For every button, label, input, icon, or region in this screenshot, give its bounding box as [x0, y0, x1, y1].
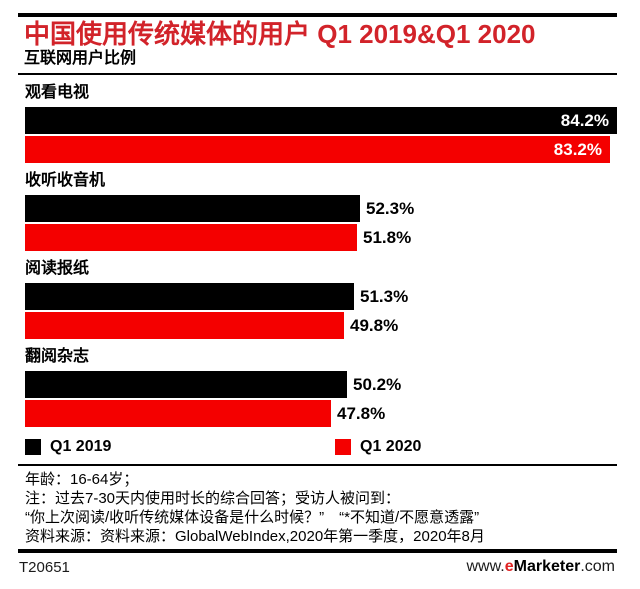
bar-row: 51.3%	[25, 283, 617, 310]
value-label: 84.2%	[560, 111, 609, 130]
bar-group: 收听收音机 52.3% 51.8%	[25, 172, 617, 251]
footnote-divider	[18, 464, 617, 466]
bar-row: 49.8%	[25, 312, 617, 339]
footnote-note: 注：过去7-30天内使用时长的综合回答；受访人被问到：	[25, 490, 401, 507]
chart-id: T20651	[19, 558, 70, 576]
footnotes: 年龄：16-64岁； 注：过去7-30天内使用时长的综合回答；受访人被问到： “…	[18, 466, 617, 546]
value-label: 51.8%	[363, 228, 412, 247]
chart-subtitle: 互联网用户比例	[24, 50, 137, 67]
bar-row: 50.2%	[25, 371, 617, 398]
category-label: 观看电视	[25, 84, 90, 101]
bar-group: 阅读报纸 51.3% 49.8%	[25, 260, 617, 339]
bar-row: 52.3%	[25, 195, 617, 222]
category-label: 阅读报纸	[25, 260, 90, 277]
legend: Q1 2019 Q1 2020	[25, 438, 617, 456]
category-label: 翻阅杂志	[25, 348, 90, 365]
website-link[interactable]: www.eMarketer.com	[466, 558, 615, 576]
value-label: 83.2%	[553, 140, 602, 159]
value-label: 52.3%	[366, 199, 415, 218]
value-label: 47.8%	[337, 404, 386, 423]
brand-e: e	[504, 558, 514, 575]
legend-swatch-black	[25, 439, 41, 455]
bar-row: 51.8%	[25, 224, 617, 251]
footnote-question: “你上次阅读/收听传统媒体设备是什么时候？” “*不知道/不愿意透露”	[25, 509, 480, 526]
value-label: 49.8%	[350, 316, 399, 335]
category-label: 收听收音机	[25, 172, 106, 189]
legend-label: Q1 2020	[360, 438, 422, 455]
chart: 观看电视 84.2% 83.2% 收听收音机 52.3% 51.8% 阅读报纸 51.3% 49…	[18, 84, 617, 427]
bar-row: 83.2%	[25, 136, 617, 163]
footnote-age: 年龄：16-64岁；	[25, 471, 139, 488]
legend-swatch-red	[335, 439, 351, 455]
bar-q1-2019: 84.2%	[25, 107, 617, 134]
legend-label: Q1 2019	[50, 438, 112, 455]
bar-q1-2020	[25, 224, 357, 251]
bar-q1-2019	[25, 371, 347, 398]
legend-item-q1-2020: Q1 2020	[335, 438, 421, 456]
footer: T20651 www.eMarketer.com	[18, 558, 617, 576]
url-suffix: .com	[580, 558, 615, 575]
value-label: 50.2%	[353, 375, 402, 394]
bar-q1-2020: 83.2%	[25, 136, 610, 163]
bar-group: 翻阅杂志 50.2% 47.8%	[25, 348, 617, 427]
chart-title: 中国使用传统媒体的用户 Q1 2019&Q1 2020	[24, 19, 536, 49]
bar-group: 观看电视 84.2% 83.2%	[25, 84, 617, 163]
bar-q1-2019	[25, 283, 354, 310]
bottom-rule	[18, 549, 617, 553]
footnote-source: 资料来源：资料来源：GlobalWebIndex,2020年第一季度，2020年…	[25, 528, 485, 545]
bar-row: 47.8%	[25, 400, 617, 427]
legend-item-q1-2019: Q1 2019	[25, 438, 335, 456]
bar-q1-2020	[25, 312, 344, 339]
bar-row: 84.2%	[25, 107, 617, 134]
url-prefix: www.	[466, 558, 505, 575]
header-divider	[18, 73, 617, 75]
bar-q1-2019	[25, 195, 360, 222]
top-rule	[18, 13, 617, 17]
value-label: 51.3%	[360, 287, 409, 306]
brand-rest: Marketer	[513, 558, 581, 575]
bar-q1-2020	[25, 400, 331, 427]
